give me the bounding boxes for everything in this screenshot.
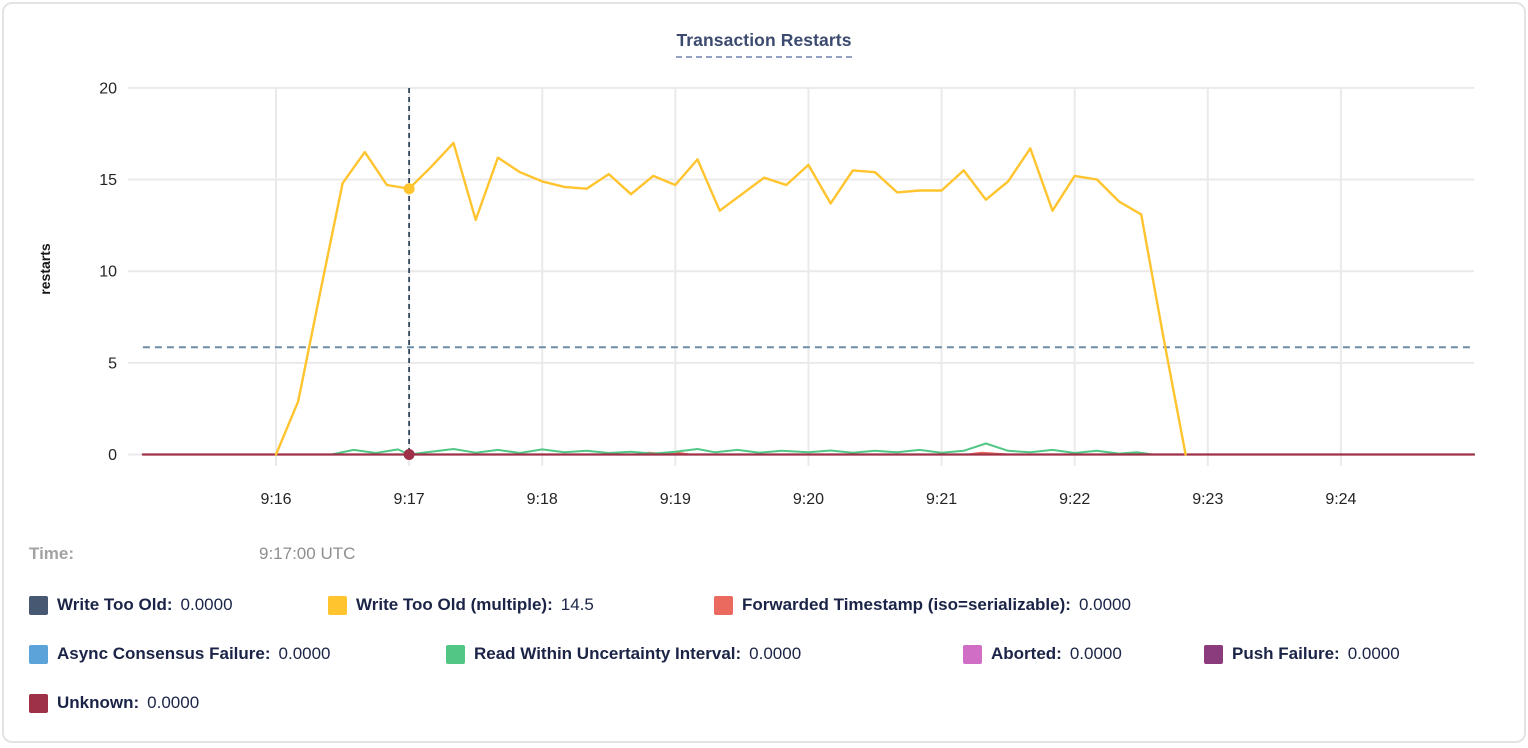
x-tick-label: 9:23 [1192, 491, 1223, 508]
time-label: Time: [29, 544, 75, 563]
chart-title[interactable]: Transaction Restarts [676, 30, 852, 58]
x-tick-label: 9:18 [527, 491, 558, 508]
series-line-read-within-uncertainty-interval [330, 442, 1154, 456]
y-tick-label: 20 [99, 80, 117, 97]
x-tick-label: 9:22 [1059, 491, 1090, 508]
x-tick-label: 9:21 [926, 491, 957, 508]
time-value: 9:17:00 UTC [259, 544, 356, 563]
x-tick-label: 9:17 [394, 491, 425, 508]
y-tick-label: 15 [99, 172, 117, 189]
y-tick-label: 10 [99, 264, 117, 281]
chart-title-wrap: Transaction Restarts [4, 30, 1524, 58]
cursor-dot-write-too-old-multiple [403, 183, 415, 195]
cursor-dot-unknown [403, 449, 415, 460]
hover-time-row: Time: 9:17:00 UTC [29, 544, 355, 566]
x-tick-label: 9:20 [793, 491, 824, 508]
y-tick-label: 0 [108, 447, 117, 464]
x-tick-label: 9:16 [260, 491, 291, 508]
series-line-write-too-old-multiple- [274, 141, 1187, 456]
y-axis-label: restarts [37, 243, 53, 295]
transaction-restarts-chart[interactable]: 0 5 10 15 20 9:16 9:17 9:18 9:19 9:20 9:21 9:22 9:23… [4, 4, 1528, 748]
x-tick-label: 9:19 [660, 491, 691, 508]
x-tick-label: 9:24 [1325, 491, 1356, 508]
y-tick-label: 5 [108, 355, 117, 372]
